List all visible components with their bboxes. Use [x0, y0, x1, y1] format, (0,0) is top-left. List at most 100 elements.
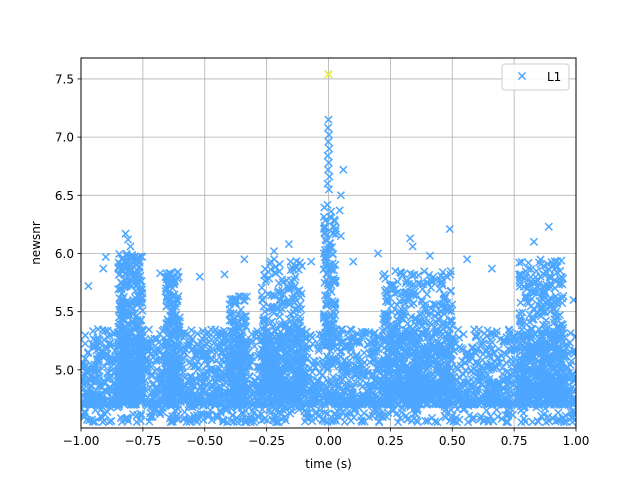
data-point — [193, 365, 202, 374]
data-point — [236, 314, 246, 323]
data-point — [413, 316, 423, 326]
data-point — [425, 333, 435, 342]
data-point — [211, 334, 220, 343]
data-point — [90, 342, 99, 351]
data-point — [516, 314, 525, 323]
data-point — [320, 203, 329, 212]
data-point — [290, 294, 300, 303]
data-point — [323, 269, 332, 278]
data-point — [115, 284, 125, 293]
data-point — [162, 302, 171, 311]
data-point — [137, 295, 146, 304]
data-point — [537, 331, 547, 340]
data-point — [456, 379, 465, 388]
data-point — [138, 252, 147, 262]
data-point — [416, 329, 426, 338]
data-point — [359, 369, 369, 378]
data-point — [174, 272, 183, 282]
data-point — [396, 365, 405, 375]
data-point — [289, 283, 298, 293]
data-point — [387, 301, 396, 310]
data-point — [522, 343, 531, 353]
data-point — [363, 340, 372, 349]
data-point — [540, 363, 549, 373]
data-point — [118, 305, 128, 314]
data-point — [122, 319, 132, 329]
data-point — [329, 308, 338, 317]
data-point — [436, 278, 446, 287]
data-point — [322, 352, 332, 361]
data-point — [231, 296, 240, 305]
data-point — [351, 379, 361, 388]
data-point — [378, 271, 388, 281]
data-point — [420, 267, 429, 276]
data-point — [358, 361, 367, 370]
data-point — [88, 326, 98, 336]
data-point — [121, 347, 131, 356]
data-point — [190, 381, 199, 390]
data-point — [444, 350, 453, 359]
data-point — [143, 347, 152, 356]
data-point — [258, 316, 267, 325]
data-point — [231, 354, 240, 363]
data-point — [401, 279, 411, 288]
data-point — [444, 352, 453, 362]
data-point — [407, 271, 416, 280]
data-point — [119, 373, 128, 382]
data-point — [286, 266, 295, 275]
data-point — [537, 305, 546, 314]
data-point — [434, 368, 443, 378]
data-point — [521, 291, 530, 300]
data-point — [348, 388, 357, 397]
data-point — [147, 338, 157, 347]
data-point — [137, 276, 146, 286]
data-point — [293, 334, 303, 343]
data-point — [446, 304, 455, 313]
data-point — [173, 295, 182, 304]
data-point — [135, 258, 144, 267]
data-point — [328, 296, 337, 306]
data-point — [526, 272, 535, 282]
data-point — [327, 379, 336, 388]
data-point — [132, 372, 141, 381]
data-point — [163, 340, 172, 350]
data-point — [309, 356, 318, 365]
data-point — [536, 272, 545, 281]
data-point — [255, 400, 264, 409]
data-point — [130, 380, 139, 389]
data-point — [537, 291, 546, 300]
data-point — [330, 300, 340, 310]
data-point — [543, 259, 552, 269]
data-point — [480, 329, 489, 338]
data-point — [565, 394, 575, 404]
data-point — [149, 379, 158, 388]
data-point — [399, 288, 408, 297]
data-point — [413, 375, 422, 384]
data-point — [83, 349, 93, 358]
data-point — [461, 358, 470, 368]
data-point — [529, 315, 538, 324]
data-point — [433, 308, 442, 318]
data-point — [320, 228, 329, 237]
data-point — [380, 356, 389, 365]
data-point — [459, 388, 468, 397]
data-point — [422, 318, 431, 327]
data-point — [117, 378, 126, 387]
data-point — [292, 257, 301, 266]
data-point — [278, 278, 287, 287]
data-point — [228, 335, 237, 345]
data-point — [516, 298, 525, 307]
data-point — [515, 282, 524, 291]
data-point — [216, 360, 225, 369]
data-point — [116, 314, 126, 324]
data-point — [233, 373, 242, 383]
data-point — [544, 302, 554, 311]
data-point — [422, 325, 431, 334]
data-point — [103, 394, 112, 403]
data-point — [151, 393, 160, 402]
data-point — [388, 367, 398, 377]
data-point — [231, 326, 240, 335]
data-point — [479, 335, 488, 345]
data-point — [320, 291, 330, 300]
data-point — [434, 388, 444, 398]
